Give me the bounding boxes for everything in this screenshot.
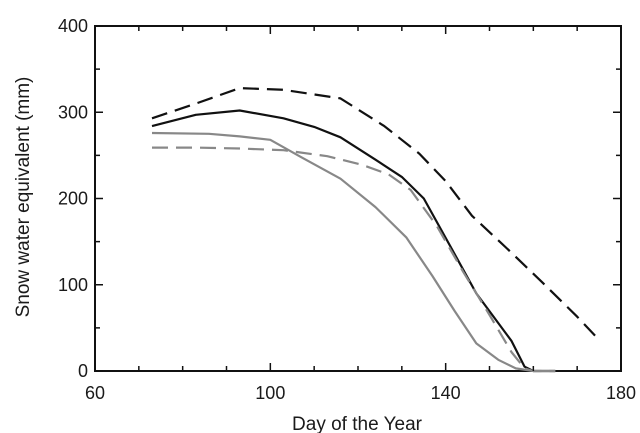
x-axis: 60 100 140 180 — [85, 26, 636, 403]
x-tick-label: 100 — [255, 383, 285, 403]
y-tick-label: 0 — [78, 361, 88, 381]
y-tick-label: 300 — [58, 102, 88, 122]
series-line-4 — [151, 131, 556, 373]
plot-area — [94, 25, 622, 373]
series-line-2 — [151, 109, 556, 373]
series-line-3 — [152, 146, 556, 373]
x-tick-label: 60 — [85, 383, 105, 403]
y-tick-label: 100 — [58, 275, 88, 295]
x-tick-label: 180 — [606, 383, 636, 403]
y-axis-title: Snow water equivalent (mm) — [13, 77, 34, 318]
x-axis-title: Day of the Year — [292, 414, 423, 433]
x-tick-label: 140 — [431, 383, 461, 403]
plot-frame — [94, 25, 622, 372]
y-tick-label: 400 — [58, 16, 88, 36]
y-axis: 0 100 200 300 400 — [58, 16, 621, 381]
y-tick-label: 200 — [58, 189, 88, 209]
series-line-1 — [151, 87, 600, 341]
